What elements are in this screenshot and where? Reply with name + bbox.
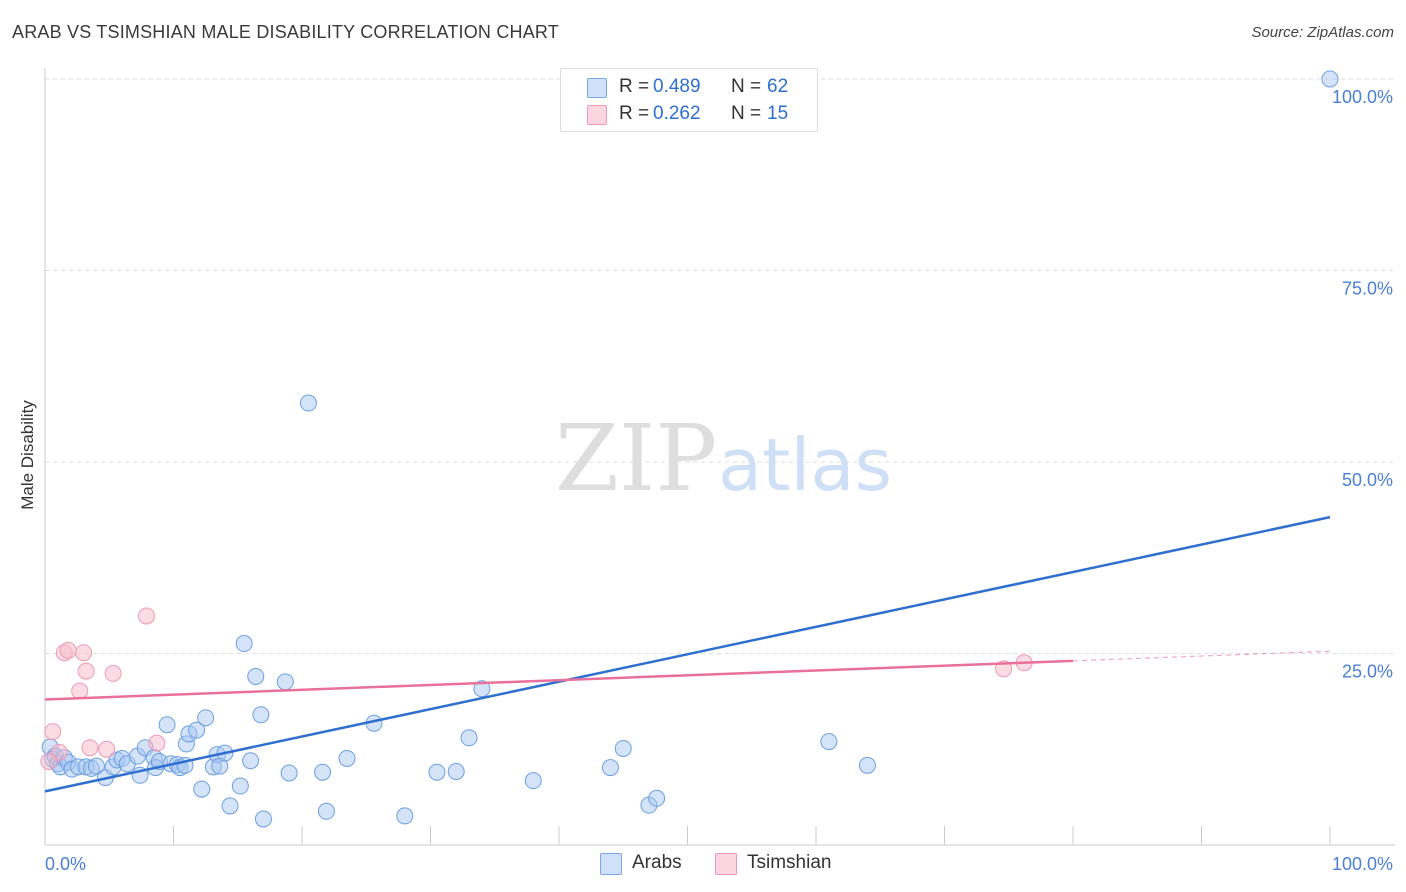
data-point-arabs xyxy=(235,635,253,653)
trend-line-arabs xyxy=(44,515,1331,793)
r-value: 0.489 xyxy=(653,76,701,97)
data-point-tsimshian xyxy=(98,740,116,758)
data-point-tsimshian xyxy=(81,739,99,757)
correlation-legend: R = 0.489 N = 62 R = 0.262 N = 15 xyxy=(560,68,818,132)
data-point-arabs xyxy=(460,729,478,747)
data-point-tsimshian xyxy=(138,607,156,625)
legend-label-tsimshian: Tsimshian xyxy=(747,852,832,873)
r-label: R = xyxy=(619,76,650,97)
data-point-arabs xyxy=(614,739,632,757)
data-point-arabs xyxy=(428,763,446,781)
data-point-arabs xyxy=(242,752,260,770)
data-point-arabs xyxy=(317,802,335,820)
data-point-arabs xyxy=(524,772,542,790)
tsimshian-swatch-icon xyxy=(587,105,607,125)
data-point-tsimshian xyxy=(44,723,62,741)
data-point-tsimshian xyxy=(104,664,122,682)
data-point-arabs xyxy=(299,394,317,412)
data-point-arabs xyxy=(858,756,876,774)
data-point-arabs xyxy=(601,759,619,777)
n-label: N = xyxy=(731,103,762,124)
r-value: 0.262 xyxy=(653,103,701,124)
data-point-arabs xyxy=(447,762,465,780)
n-label: N = xyxy=(731,76,762,97)
x-tick-label: 100.0% xyxy=(1332,854,1393,874)
data-point-arabs xyxy=(314,763,332,781)
x-tick-label: 0.0% xyxy=(45,854,86,874)
data-point-arabs xyxy=(648,789,666,807)
data-point-arabs xyxy=(158,716,176,734)
data-point-arabs xyxy=(247,667,265,685)
data-point-tsimshian xyxy=(71,682,89,700)
data-point-tsimshian xyxy=(77,662,95,680)
source-label: Source: ZipAtlas.com xyxy=(1251,24,1394,41)
arabs-swatch-icon xyxy=(587,78,607,98)
trend-line-extension-tsimshian xyxy=(1072,650,1331,662)
trend-line-tsimshian xyxy=(44,659,1074,701)
n-value: 15 xyxy=(767,103,789,124)
data-point-tsimshian xyxy=(148,734,166,752)
data-point-arabs xyxy=(338,749,356,767)
data-point-arabs xyxy=(1321,70,1339,88)
watermark-zip: ZIP xyxy=(555,405,717,512)
tsimshian-legend-swatch-icon xyxy=(715,853,737,875)
data-point-arabs xyxy=(473,680,491,698)
y-tick-label: 25.0% xyxy=(1342,662,1393,682)
data-point-arabs xyxy=(820,733,838,751)
data-point-arabs xyxy=(276,673,294,691)
data-point-tsimshian xyxy=(59,641,77,659)
data-point-arabs xyxy=(254,810,272,828)
legend-label-arabs: Arabs xyxy=(632,852,682,873)
data-point-arabs xyxy=(193,780,211,798)
data-point-arabs xyxy=(396,807,414,825)
data-point-arabs xyxy=(280,764,298,782)
data-point-arabs xyxy=(197,709,215,727)
y-axis-label: Male Disability xyxy=(18,400,37,510)
r-label: R = xyxy=(619,103,650,124)
arabs-legend-swatch-icon xyxy=(600,853,622,875)
data-point-arabs xyxy=(87,757,105,775)
data-point-arabs xyxy=(188,721,206,739)
data-point-arabs xyxy=(252,706,270,724)
watermark-atlas: atlas xyxy=(718,423,892,507)
y-tick-label: 100.0% xyxy=(1332,87,1393,107)
data-point-tsimshian xyxy=(75,644,93,662)
data-point-arabs xyxy=(221,797,239,815)
data-point-tsimshian xyxy=(40,753,58,771)
y-tick-label: 50.0% xyxy=(1342,470,1393,490)
chart-title: ARAB VS TSIMSHIAN MALE DISABILITY CORREL… xyxy=(12,22,559,42)
data-point-arabs xyxy=(231,777,249,795)
y-tick-label: 75.0% xyxy=(1342,279,1393,299)
n-value: 62 xyxy=(767,76,789,97)
